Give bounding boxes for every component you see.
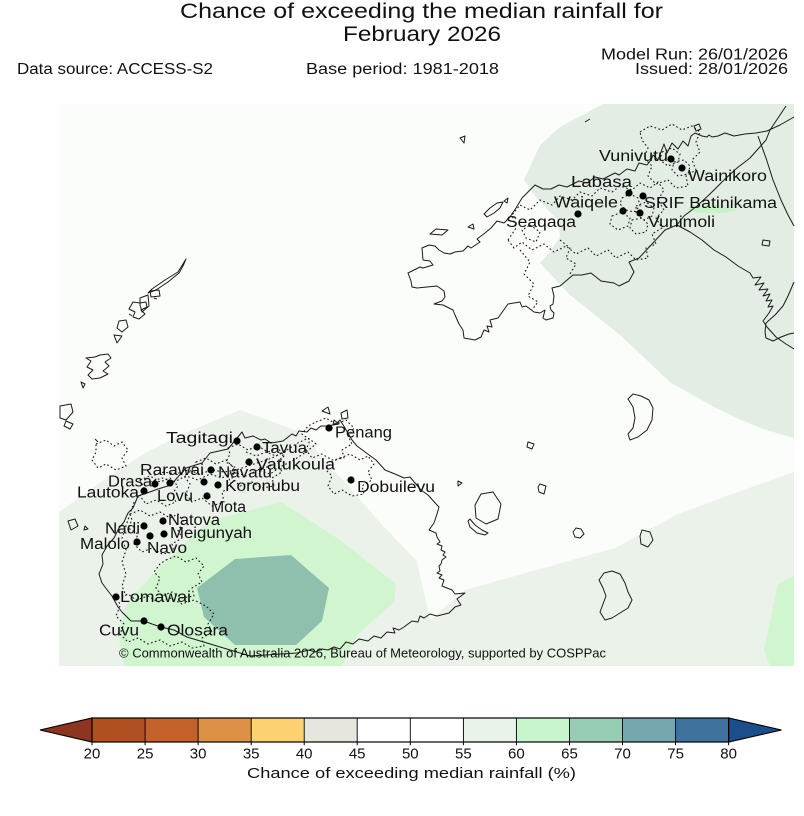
svg-text:50: 50 — [402, 746, 419, 763]
svg-text:40: 40 — [296, 746, 313, 763]
svg-text:Rarawai: Rarawai — [140, 462, 204, 479]
svg-text:65: 65 — [561, 746, 578, 763]
svg-text:45: 45 — [349, 746, 366, 763]
svg-text:Wainikoro: Wainikoro — [688, 168, 767, 185]
svg-text:30: 30 — [190, 746, 207, 763]
svg-text:25: 25 — [137, 746, 154, 763]
svg-text:© Commonwealth of Australia 20: © Commonwealth of Australia 2026, Bureau… — [119, 646, 606, 661]
svg-text:Penang: Penang — [335, 425, 392, 442]
svg-text:Natova: Natova — [168, 512, 220, 529]
svg-text:75: 75 — [667, 746, 684, 763]
svg-text:Vunimoli: Vunimoli — [648, 214, 715, 231]
svg-text:Labasa: Labasa — [571, 174, 632, 191]
svg-text:Cuvu: Cuvu — [99, 623, 139, 640]
svg-text:Koronubu: Koronubu — [225, 478, 300, 495]
svg-text:60: 60 — [508, 746, 525, 763]
svg-text:Seaqaqa: Seaqaqa — [506, 214, 576, 231]
svg-text:35: 35 — [243, 746, 260, 763]
svg-text:70: 70 — [614, 746, 631, 763]
svg-text:Vatukoula: Vatukoula — [256, 457, 335, 474]
svg-text:Tavua: Tavua — [262, 440, 307, 457]
svg-text:Drasa: Drasa — [108, 474, 152, 491]
svg-text:Data source: ACCESS-S2: Data source: ACCESS-S2 — [17, 61, 213, 78]
svg-text:Nadi: Nadi — [105, 521, 140, 538]
svg-text:Chance of exceeding median rai: Chance of exceeding median rainfall (%) — [247, 765, 576, 782]
svg-text:Olosara: Olosara — [167, 623, 228, 640]
svg-text:Vunivutu: Vunivutu — [599, 148, 668, 165]
svg-text:Mota: Mota — [211, 499, 246, 516]
svg-text:February 2026: February 2026 — [343, 23, 501, 46]
svg-text:Lovu: Lovu — [157, 488, 193, 505]
svg-text:SRIF Batinikama: SRIF Batinikama — [644, 195, 777, 212]
svg-text:Dobuilevu: Dobuilevu — [357, 479, 435, 496]
svg-text:Navatu: Navatu — [218, 465, 272, 482]
svg-text:20: 20 — [84, 746, 101, 763]
svg-text:Chance of exceeding the median: Chance of exceeding the median rainfall … — [180, 0, 663, 23]
svg-text:80: 80 — [720, 746, 737, 763]
svg-text:Lomawai: Lomawai — [120, 589, 191, 606]
svg-text:Model Run: 26/01/2026: Model Run: 26/01/2026 — [601, 47, 788, 64]
svg-text:55: 55 — [455, 746, 472, 763]
svg-text:Malolo: Malolo — [80, 536, 130, 553]
svg-text:Lautoka: Lautoka — [77, 485, 139, 502]
svg-text:Issued: 28/01/2026: Issued: 28/01/2026 — [635, 61, 788, 78]
svg-text:Waiqele: Waiqele — [554, 195, 618, 212]
svg-text:Tagitagi: Tagitagi — [166, 430, 233, 447]
svg-text:Navo: Navo — [147, 540, 187, 557]
svg-text:Base period: 1981-2018: Base period: 1981-2018 — [306, 61, 499, 78]
svg-text:Meigunyah: Meigunyah — [170, 525, 252, 542]
